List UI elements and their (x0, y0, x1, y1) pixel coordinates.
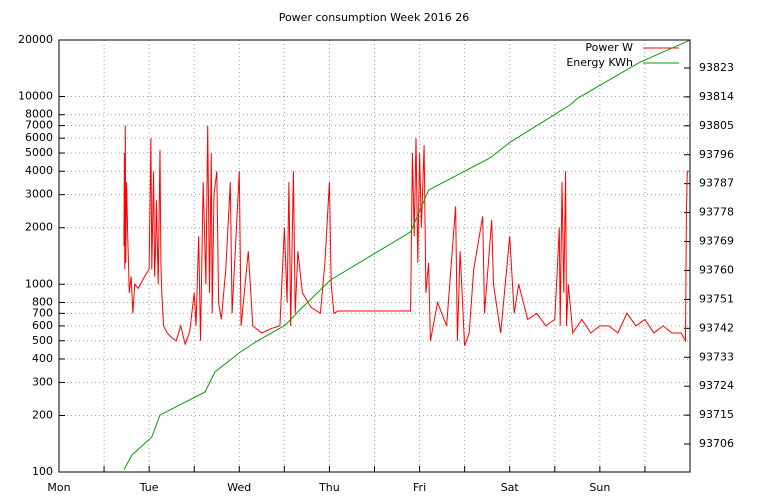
y2-tick-label: 93733 (699, 350, 734, 363)
y2-tick-label: 93814 (699, 90, 734, 103)
y2-tick-label: 93823 (699, 61, 734, 74)
y2-tick-label: 93805 (699, 119, 734, 132)
plot-border (58, 39, 691, 473)
x-tick-label: Sat (501, 481, 520, 494)
series-line (123, 125, 690, 346)
legend-label: Energy KWh (566, 56, 633, 69)
y-tick-label: 3000 (25, 188, 53, 201)
y2-tick-label: 93715 (699, 408, 734, 421)
y2-tick-label: 93751 (699, 292, 734, 305)
y-tick-label: 8000 (25, 108, 53, 121)
y-tick-label: 20000 (18, 33, 53, 46)
y-tick-label: 800 (32, 295, 53, 308)
y-tick-label: 300 (32, 375, 53, 388)
y-tick-label: 400 (32, 352, 53, 365)
y-tick-label: 6000 (25, 131, 53, 144)
x-tick-label: Sun (589, 481, 610, 494)
y2-tick-label: 93742 (699, 321, 734, 334)
x-tick-label: Wed (227, 481, 251, 494)
y2-tick-label: 93778 (699, 206, 734, 219)
legend-label: Power W (585, 41, 633, 54)
y-tick-label: 700 (32, 306, 53, 319)
y-tick-label: 100 (32, 465, 53, 478)
y-tick-label: 1000 (25, 277, 53, 290)
y-tick-label: 5000 (25, 146, 53, 159)
x-tick-label: Mon (47, 481, 70, 494)
y2-tick-label: 93796 (699, 148, 734, 161)
y-tick-label: 500 (32, 334, 53, 347)
x-tick-label: Tue (139, 481, 159, 494)
y-tick-label: 4000 (25, 164, 53, 177)
y-tick-label: 600 (32, 319, 53, 332)
y2-tick-label: 93760 (699, 263, 734, 276)
y2-tick-label: 93769 (699, 235, 734, 248)
y-tick-label: 10000 (18, 90, 53, 103)
y2-tick-label: 93706 (699, 437, 734, 450)
chart-title: Power consumption Week 2016 26 (279, 11, 470, 24)
y2-tick-label: 93724 (699, 379, 734, 392)
y-tick-label: 200 (32, 408, 53, 421)
y2-tick-label: 93787 (699, 177, 734, 190)
x-tick-label: Fri (413, 481, 426, 494)
y-tick-label: 7000 (25, 119, 53, 132)
y-tick-label: 2000 (25, 221, 53, 234)
x-tick-label: Thu (318, 481, 340, 494)
series-line (123, 40, 690, 471)
